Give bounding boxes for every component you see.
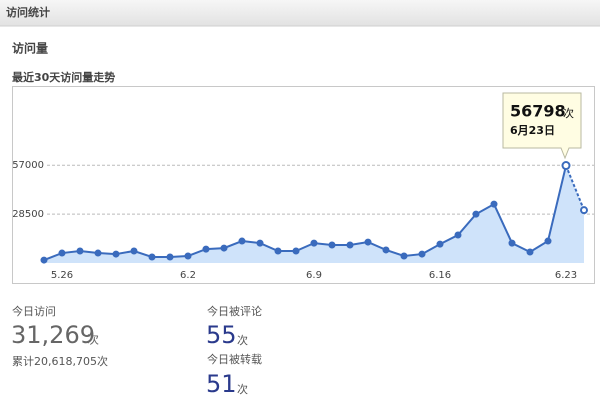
stat-value: 55 [206,321,237,349]
stat-label: 今日被转载 [207,352,262,366]
point [310,239,318,247]
point [202,245,210,253]
point [130,247,138,255]
stat-label: 今日访问 [12,304,56,318]
x-tick-label: 6.2 [180,270,196,281]
point [274,247,282,255]
point [436,240,444,248]
x-tick-label: 6.9 [306,270,322,281]
point [220,244,228,252]
stat-label: 今日被评论 [207,304,262,318]
stat-total: 累计20,618,705次 [12,354,108,368]
stat-value: 51 [206,370,237,398]
point [76,247,84,255]
point [166,253,174,261]
point [454,231,462,239]
y-tick-label: 28500 [12,209,44,220]
point [526,248,534,256]
point [256,239,264,247]
stat-value: 31,269 [11,321,95,349]
line-projection [565,165,585,211]
stat-unit: 次 [237,382,248,396]
stat-unit: 次 [237,333,248,347]
point [472,210,480,218]
stat-unit: 次 [87,333,99,347]
point [418,250,426,258]
point [561,161,571,171]
point [238,237,246,245]
tooltip-unit: 次 [563,106,574,120]
point [112,250,120,258]
point [544,237,552,245]
point [94,249,102,257]
point [400,252,408,260]
point [58,249,66,257]
point [40,256,48,264]
point [490,200,498,208]
tooltip-box [502,92,582,160]
point [382,246,390,254]
header-bar [0,0,600,26]
point [328,241,336,249]
header-title: 访问统计 [6,5,50,19]
tooltip-value: 56798 [510,102,566,121]
chart-title: 最近30天访问量走势 [12,70,115,84]
point [346,241,354,249]
point [364,238,372,246]
x-tick-label: 5.26 [51,270,73,281]
x-tick-label: 6.16 [429,270,451,281]
y-tick-label: 57000 [12,160,44,171]
point [184,252,192,260]
x-tick-label: 6.23 [555,270,577,281]
point [508,239,516,247]
tooltip-date: 6月23日 [510,124,555,137]
point [148,253,156,261]
point [292,247,300,255]
point [580,206,588,215]
section-title: 访问量 [12,41,48,56]
